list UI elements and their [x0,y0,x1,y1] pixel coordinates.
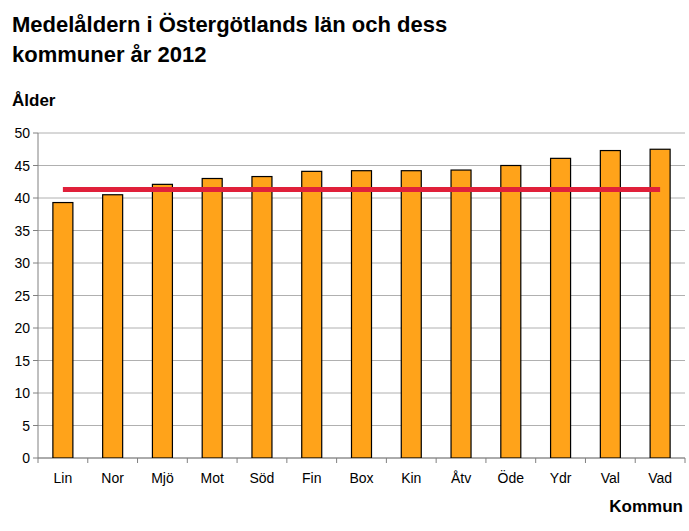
y-tick-label: 50 [14,125,30,141]
y-tick-label: 40 [14,190,30,206]
average-line [63,187,660,192]
y-tick-label: 35 [14,223,30,239]
y-tick [33,165,38,166]
bar [352,171,372,458]
x-tick [485,458,486,463]
bar [252,177,272,458]
x-tick [38,458,39,463]
y-axis-label: Ålder [12,91,56,110]
y-tick-label: 25 [14,288,30,304]
bar [401,171,421,458]
x-tick [635,458,636,463]
x-tick-label: Kin [401,470,421,486]
bar [202,179,222,459]
y-tick [33,458,38,459]
x-tick [436,458,437,463]
y-tick-label: 10 [14,385,30,401]
chart-title: Medelåldern i Östergötlands län och dess… [12,10,527,70]
y-tick [33,263,38,264]
x-tick-label: Box [349,470,373,486]
bar [451,170,471,458]
x-tick [137,458,138,463]
x-tick-label: Val [601,470,620,486]
y-tick [33,295,38,296]
y-tick-label: 30 [14,255,30,271]
grid-line [38,133,685,134]
x-tick [535,458,536,463]
x-tick [585,458,586,463]
y-tick-label: 5 [22,418,30,434]
x-tick-label: Lin [54,470,73,486]
grid-line [38,165,685,166]
x-tick-label: Åtv [451,470,471,486]
bar [103,195,123,458]
x-tick [286,458,287,463]
x-tick-label: Mot [201,470,224,486]
x-tick-label: Öde [498,469,525,486]
x-axis-label: Kommun [609,497,683,516]
bar [53,203,73,458]
x-tick [187,458,188,463]
x-tick [237,458,238,463]
x-tick-label: Fin [302,470,321,486]
y-tick [33,133,38,134]
y-axis [38,133,39,458]
y-tick-label: 45 [14,158,30,174]
y-tick-label: 15 [14,353,30,369]
bar [551,158,571,458]
x-tick [87,458,88,463]
x-tick [386,458,387,463]
x-tick-label: Söd [250,470,275,486]
y-tick-label: 0 [22,450,30,466]
y-tick-label: 20 [14,320,30,336]
x-tick-label: Nor [101,470,124,486]
y-tick [33,328,38,329]
y-tick [33,198,38,199]
y-tick [33,230,38,231]
x-tick [685,458,686,463]
x-tick-label: Vad [648,470,672,486]
bar [650,149,670,458]
bar [600,151,620,458]
x-tick-label: Ydr [550,470,572,486]
y-tick [33,393,38,394]
y-tick [33,360,38,361]
bar [501,166,521,459]
x-tick-label: Mjö [151,470,174,486]
y-tick [33,425,38,426]
x-tick [336,458,337,463]
bar [152,184,172,458]
plot-area [53,149,670,458]
bar [302,171,322,458]
